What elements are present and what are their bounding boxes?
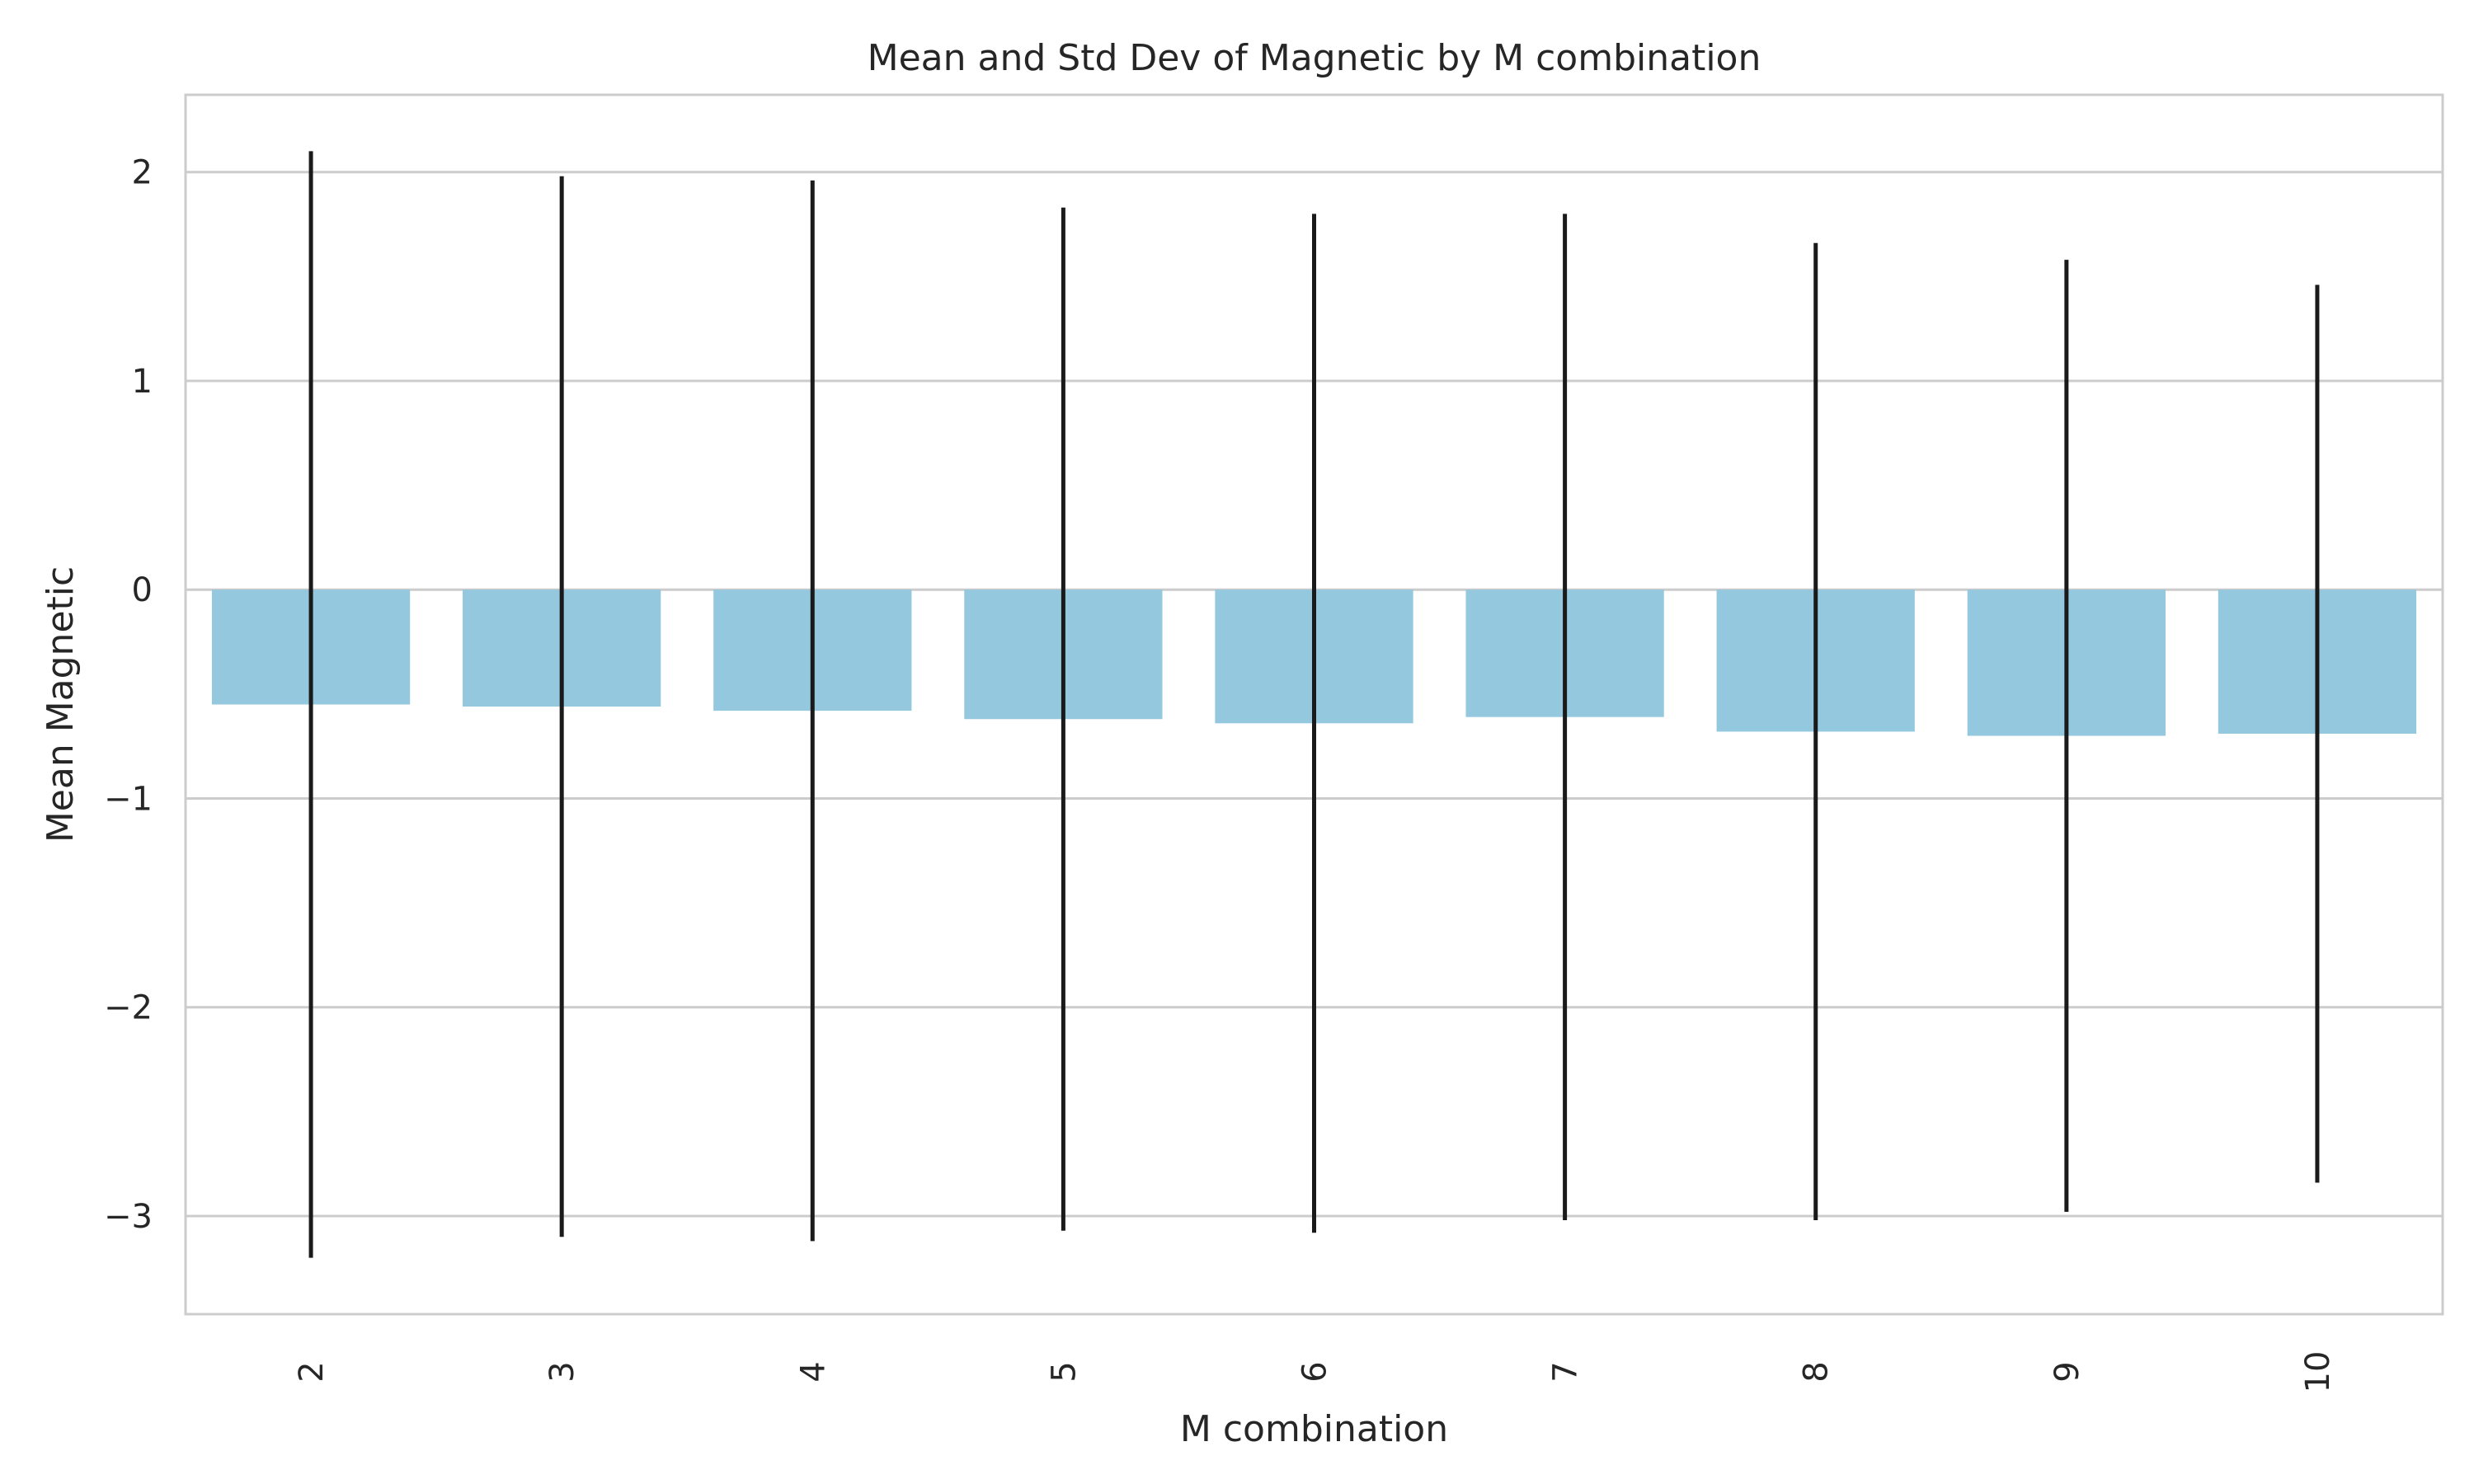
x-axis-label: M combination [1180, 1408, 1448, 1450]
x-tick-label: 2 [293, 1361, 331, 1382]
chart-title: Mean and Std Dev of Magnetic by M combin… [868, 37, 1761, 79]
x-tick-label: 9 [2048, 1361, 2086, 1382]
x-tick-label: 6 [1296, 1361, 1334, 1382]
y-tick-label: 2 [132, 154, 153, 192]
x-tick-label: 10 [2299, 1351, 2337, 1393]
y-tick-label: 0 [132, 571, 153, 609]
y-tick-labels: −3 −2 −1 0 1 2 [104, 154, 153, 1236]
x-tick-label: 7 [1547, 1361, 1585, 1382]
x-tick-label: 5 [1045, 1361, 1083, 1382]
y-tick-label: −3 [104, 1198, 153, 1236]
x-tick-label: 3 [543, 1361, 581, 1382]
x-tick-label: 4 [794, 1361, 832, 1382]
x-tick-label: 8 [1798, 1361, 1836, 1382]
y-tick-label: 1 [132, 363, 153, 401]
y-tick-label: −2 [104, 989, 153, 1027]
x-tick-labels: 2 3 4 5 6 7 8 9 10 [293, 1351, 2337, 1393]
y-tick-label: −1 [104, 780, 153, 818]
error-bars [308, 151, 2320, 1258]
plot-frame [184, 93, 2444, 1316]
y-axis-label: Mean Magnetic [40, 566, 82, 843]
